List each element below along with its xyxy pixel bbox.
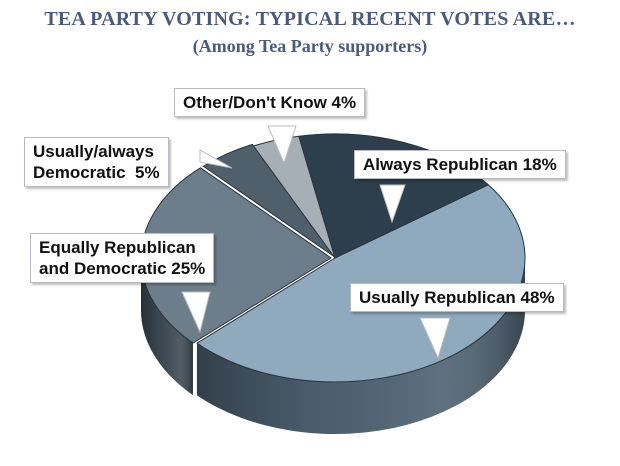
pie-side-shade-equally-republican-democratic [141,257,193,396]
pointer-usually-republican [419,317,451,360]
label-usually-republican: Usually Republican 48% [350,283,564,312]
chart-subtitle: (Among Tea Party supporters) [192,36,428,56]
pointer-always-republican [379,184,406,224]
pie-side-shade-usually-republican [196,258,526,435]
label-always-republican: Always Republican 18% [354,150,566,179]
pie-slice-usually-always-democratic [202,143,335,257]
pie-pointers [181,125,451,360]
pointer-equally-republican-democratic [181,291,211,334]
label-usually-always-democratic: Usually/always Democratic 5% [24,137,169,187]
pie-sides [141,257,526,435]
pointer-other-dont-know [267,125,297,165]
chart-title: TEA PARTY VOTING: TYPICAL RECENT VOTES A… [44,8,576,30]
pointer-usually-always-democratic [199,149,233,169]
label-other-dont-know: Other/Don't Know 4% [174,88,366,117]
label-equally-republican-democratic: Equally Republican and Democratic 25% [30,233,215,283]
